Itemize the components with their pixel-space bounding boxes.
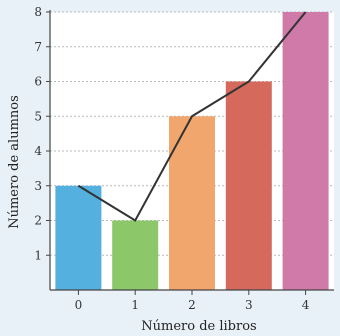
x-axis-title: Número de libros (141, 319, 256, 334)
bar-0 (55, 185, 102, 290)
x-tick-label-4: 4 (302, 298, 310, 312)
y-tick-label-2: 2 (34, 214, 42, 228)
x-tick-label-2: 2 (188, 298, 196, 312)
x-tick-label-3: 3 (245, 298, 253, 312)
y-axis-title: Número de alumnos (7, 95, 22, 229)
bar-2 (169, 116, 215, 290)
y-tick-label-3: 3 (34, 179, 42, 193)
y-tick-label-7: 7 (34, 40, 42, 54)
trend-line (77, 11, 307, 222)
bar-1 (112, 220, 159, 290)
x-tick-label-0: 0 (75, 298, 83, 312)
x-tick-label-1: 1 (131, 298, 139, 312)
bar-3 (225, 81, 272, 290)
y-tick-labels: 1 2 3 4 5 6 7 8 (34, 5, 42, 262)
axes (46, 10, 334, 295)
y-tick-label-8: 8 (34, 5, 42, 19)
x-tick-labels: 0 1 2 3 4 (75, 298, 310, 312)
trend-line-layer (77, 11, 307, 222)
bars (55, 12, 329, 290)
y-tick-label-1: 1 (34, 248, 42, 262)
y-tick-label-4: 4 (34, 144, 42, 158)
bar-4 (282, 12, 329, 290)
y-tick-label-5: 5 (34, 109, 42, 123)
y-tick-label-6: 6 (34, 75, 42, 89)
